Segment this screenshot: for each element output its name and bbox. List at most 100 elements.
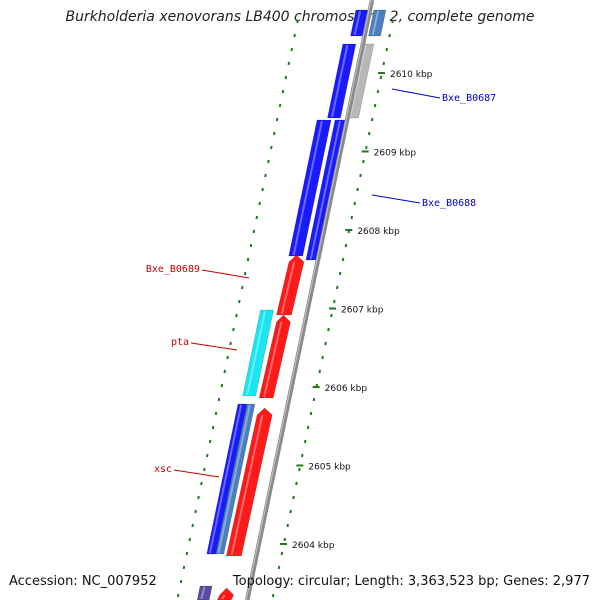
gene-leader-line [201,269,250,279]
gene-label[interactable]: xsc [154,464,172,475]
outer-track-dot [330,313,333,318]
outer-track-dot [298,467,301,472]
forward-gene-arrow [225,407,273,557]
feature-highlight [371,10,380,36]
outer-track-dot [271,593,275,598]
outer-track-dot [344,243,348,248]
feature-highlight [208,404,243,554]
feature-block [215,403,256,555]
scale-tick-label: 2609 kbp [374,149,417,159]
outer-tick-track [271,19,394,598]
backbone-ring [244,0,375,600]
inner-track-dot [191,523,194,528]
forward-gene-arrow [276,254,305,316]
outer-track-dot [300,453,304,458]
inner-track-dot [252,229,256,234]
inner-track-dot [246,257,250,262]
cyan-feature-block [242,309,274,397]
reverse-gene-block [288,119,332,257]
outer-track-dot [274,579,278,584]
scale-tick-label: 2608 kbp [357,227,400,237]
inner-track-dot [185,551,189,556]
inner-track-dot [232,327,235,332]
inner-track-dot [240,285,244,290]
outer-track-dot [283,537,287,542]
feature-highlight [246,310,267,396]
inner-track-dot [290,47,293,52]
outer-track-dot [333,299,336,304]
inner-track-dot [220,383,224,388]
inner-track-dot [243,271,247,276]
feature-track [196,9,387,600]
inner-track-dot [238,299,241,304]
reverse-gene-block [327,43,357,119]
inner-track-dot [235,313,238,318]
inner-track-dot [179,579,183,584]
inner-track-dot [203,467,206,472]
inner-track-dot [223,369,227,374]
outer-track-dot [376,89,380,94]
scale-tick-label: 2610 kbp [390,70,433,80]
outer-track-dot [289,509,292,514]
outer-track-dot [379,75,383,80]
inner-track-dot [287,61,291,66]
gene-label[interactable]: Bxe_B0687 [442,93,496,104]
feature-highlight [331,44,349,118]
accession-text: Accession: NC_007952 [9,574,157,589]
outer-track-dot [306,425,310,430]
scale-tick-label: 2607 kbp [341,306,384,316]
feature-highlight [200,586,206,600]
inner-track-dot [229,341,232,346]
inner-track-dot [182,565,186,570]
outer-track-dot [338,271,342,276]
feature-highlight [309,120,341,260]
inner-track-dot [258,201,261,206]
outer-track-dot [318,369,322,374]
inner-track-dot [278,103,282,108]
feature-highlight [230,414,264,556]
backbone-line [244,0,375,600]
feature-highlight [221,594,226,600]
outer-track-dot [286,523,289,528]
scale-tick-label: 2604 kbp [292,541,335,551]
inner-track-dot [275,117,279,122]
inner-track-dot [264,173,267,178]
outer-track-dot [391,19,394,24]
outer-track-dot [335,285,339,290]
outer-track-dot [356,187,359,192]
forward-gene-arrow [216,587,235,600]
gene-label[interactable]: pta [171,337,189,348]
inner-track-dot [267,159,270,164]
inner-track-dot [211,425,215,430]
feature-block [196,585,213,600]
inner-track-dot [249,243,253,248]
gene-label[interactable]: Bxe_B0689 [146,264,200,275]
feature-highlight [217,404,251,554]
feature-block [368,9,387,37]
inner-track-dot [261,187,264,192]
outer-track-dot [277,565,281,570]
outer-track-dot [385,47,388,52]
outer-track-dot [341,257,345,262]
inner-track-dot [270,145,273,150]
inner-track-dot [293,33,296,38]
outer-track-dot [388,33,391,38]
inner-track-dot [281,89,285,94]
feature-highlight [353,10,362,36]
inner-track-dot [205,453,209,458]
outer-track-dot [295,481,298,486]
outer-track-dot [353,201,356,206]
inner-tick-track [176,19,299,598]
feature-highlight [263,321,283,398]
outer-track-dot [367,131,371,136]
gene-label[interactable]: Bxe_B0688 [422,198,476,209]
outer-track-dot [321,355,324,360]
inner-track-dot [194,509,197,514]
outer-track-dot [309,411,313,416]
outer-track-dot [280,551,284,556]
outer-track-dot [365,145,368,150]
inner-track-dot [217,397,221,402]
outer-track-dot [292,495,295,500]
